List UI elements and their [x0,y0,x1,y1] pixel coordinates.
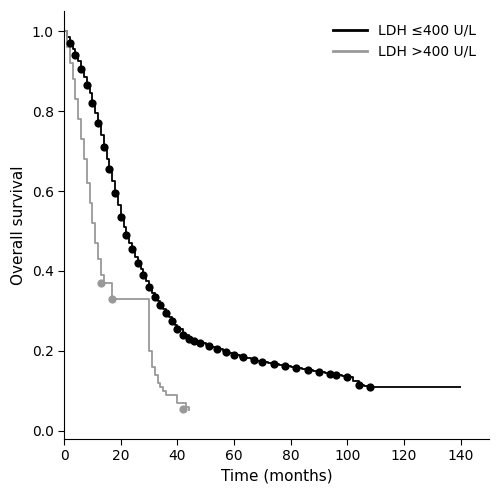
Point [222,348,230,356]
Legend: LDH ≤400 U/L, LDH >400 U/L: LDH ≤400 U/L, LDH >400 U/L [327,18,482,64]
Point [128,245,136,253]
Point [213,345,221,353]
Point [94,119,102,127]
Point [122,231,130,239]
Point [156,301,164,309]
Point [82,81,90,89]
Point [281,362,289,370]
Point [270,360,278,368]
Point [204,342,212,350]
Point [108,295,116,303]
Point [66,39,74,47]
Point [344,373,351,381]
Point [150,293,158,301]
Point [332,371,340,379]
Point [230,351,238,359]
Point [258,358,266,366]
Point [179,331,187,339]
Point [111,189,119,197]
Y-axis label: Overall survival: Overall survival [11,165,26,285]
Point [366,383,374,391]
Point [106,165,114,173]
Point [179,405,187,413]
Point [145,283,153,291]
Point [77,65,85,73]
Point [184,335,192,343]
Point [250,356,258,364]
Point [88,99,96,107]
Point [354,381,362,389]
Point [304,366,312,374]
Point [315,368,323,376]
Point [162,309,170,317]
Point [72,51,80,59]
Point [168,317,175,325]
Point [97,279,105,287]
Point [174,325,182,333]
Point [196,339,204,347]
Point [292,364,300,372]
Point [190,337,198,345]
Point [140,271,147,279]
Point [100,143,108,151]
Point [326,370,334,378]
Point [116,213,124,221]
Point [238,353,246,361]
X-axis label: Time (months): Time (months) [220,469,332,484]
Point [134,259,141,267]
